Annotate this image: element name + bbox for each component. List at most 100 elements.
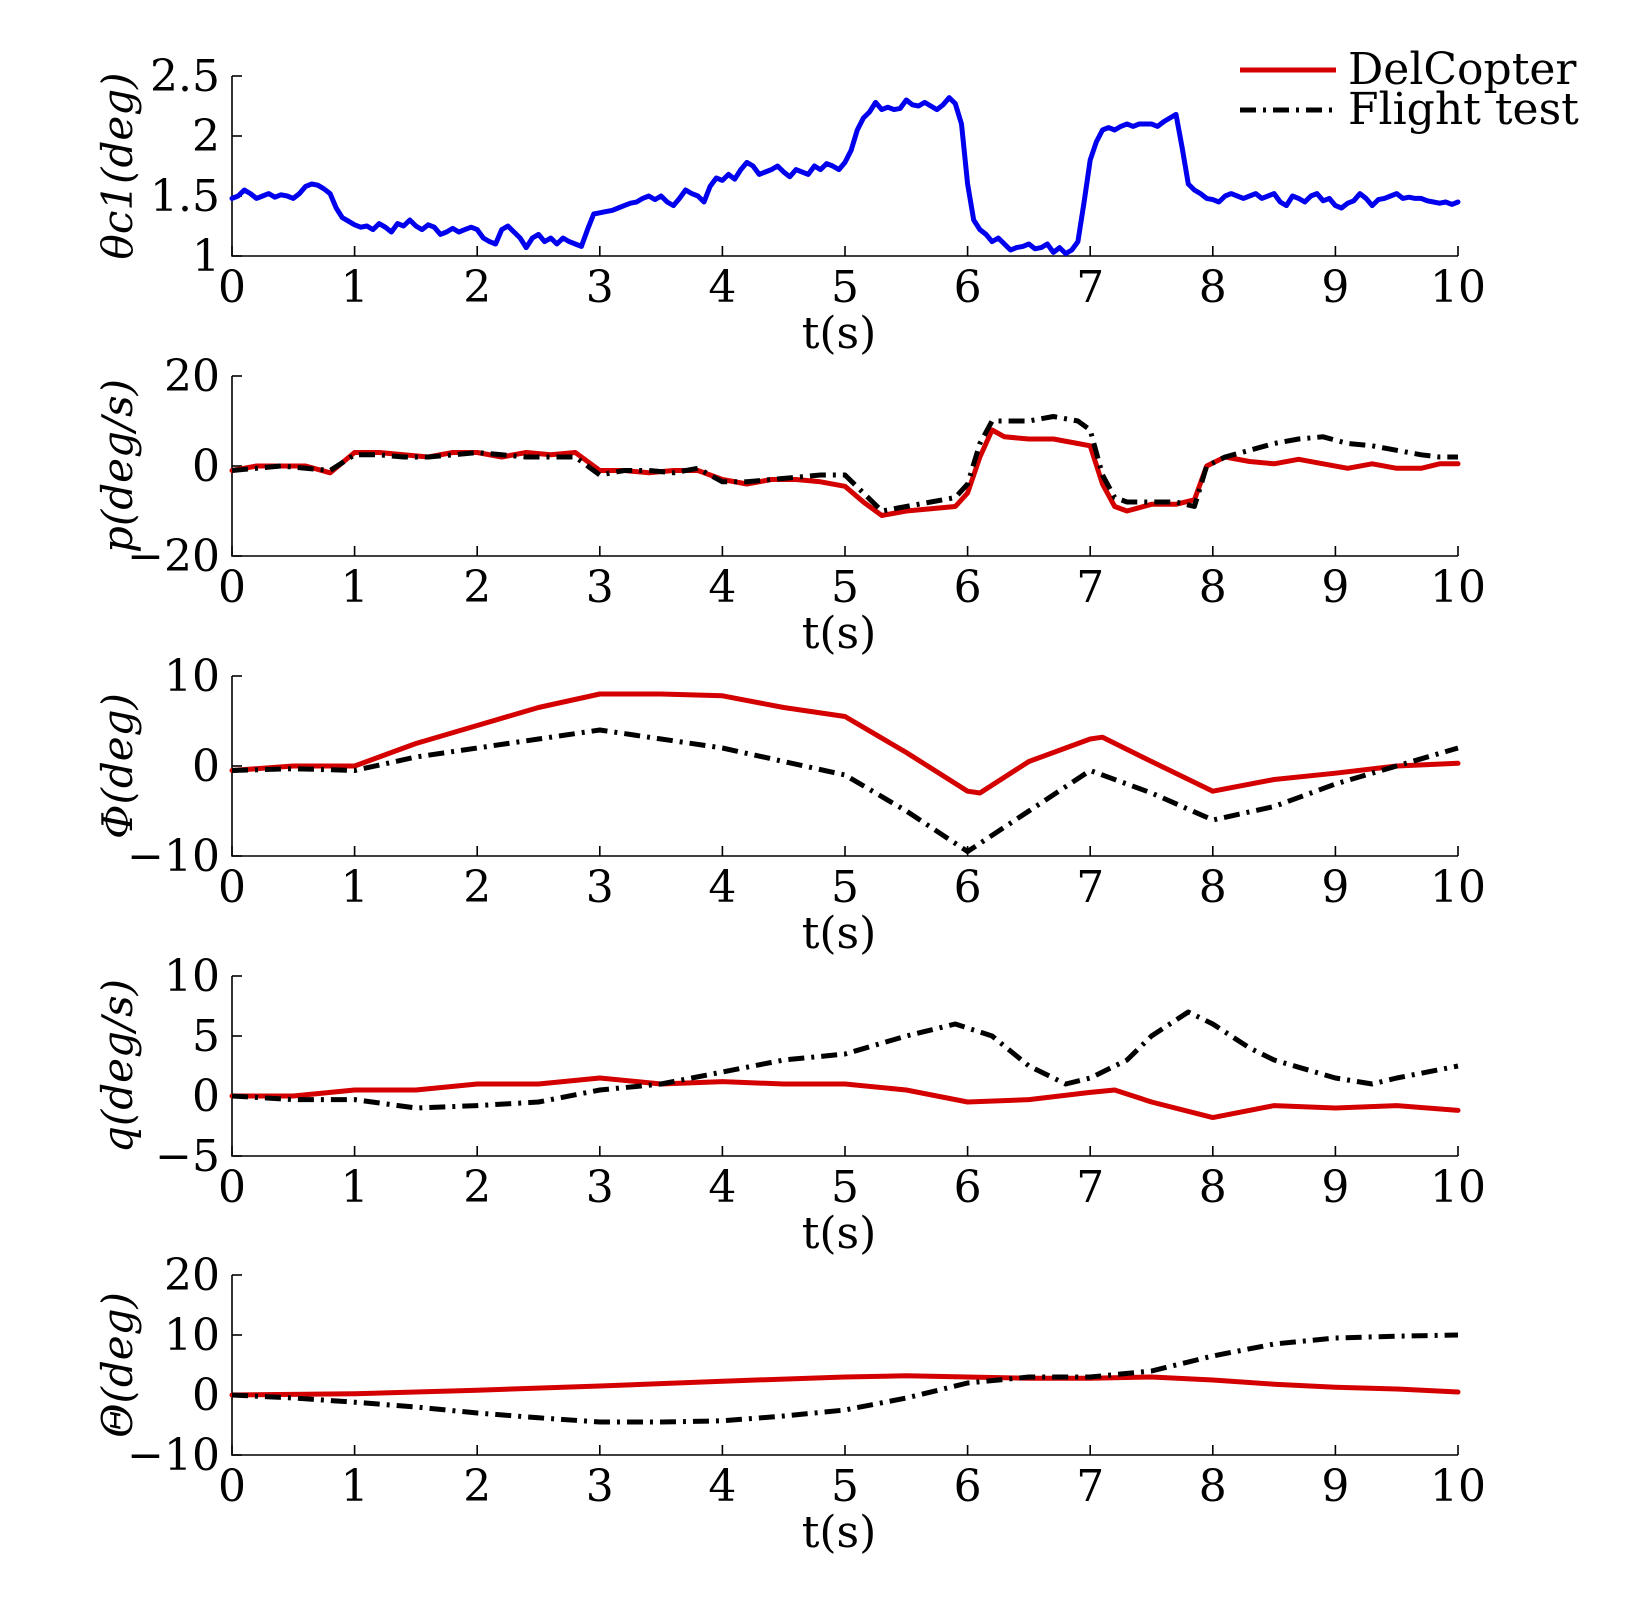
- axis-lines: [231, 976, 1458, 1157]
- series-line-flight-test: [231, 414, 1458, 514]
- x-tick-label: 10: [1430, 262, 1486, 313]
- x-tick-label: 1: [341, 1461, 369, 1512]
- y-axis-title: Θ(deg): [93, 1292, 142, 1438]
- y-tick-label: −20: [127, 531, 220, 582]
- x-tick-label: 9: [1321, 1461, 1349, 1512]
- x-tick-label: 5: [831, 1162, 859, 1213]
- x-tick-label: 0: [218, 1162, 246, 1213]
- x-tick-label: 6: [954, 1461, 982, 1512]
- x-tick-label: 0: [218, 1461, 246, 1512]
- legend-label: Flight test: [1348, 84, 1579, 135]
- x-tick-label: 10: [1430, 562, 1486, 613]
- y-tick-label: 10: [164, 651, 220, 702]
- x-tick-label: 1: [341, 1162, 369, 1213]
- x-tick-label: 9: [1321, 862, 1349, 913]
- y-tick-label: 10: [164, 1310, 220, 1361]
- x-tick-label: 5: [831, 562, 859, 613]
- x-tick-label: 5: [831, 1461, 859, 1512]
- x-tick-label: 4: [708, 1461, 736, 1512]
- y-tick-label: 2.5: [150, 51, 220, 102]
- x-tick-label: 1: [341, 862, 369, 913]
- x-tick-label: 7: [1076, 1461, 1104, 1512]
- x-tick-label: 9: [1321, 562, 1349, 613]
- x-tick-label: 2: [463, 862, 491, 913]
- x-tick-label: 2: [463, 1162, 491, 1213]
- y-axis-title: θc1(deg): [93, 73, 142, 260]
- series-line-input: [229, 95, 1461, 257]
- x-tick-label: 2: [463, 1461, 491, 1512]
- x-tick-label: 4: [708, 262, 736, 313]
- x-tick-label: 9: [1321, 1162, 1349, 1213]
- y-axis-title: p(deg/s): [93, 379, 142, 553]
- series-line-flight-test: [231, 1009, 1459, 1111]
- y-tick-label: −5: [155, 1131, 220, 1182]
- x-axis-title: t(s): [802, 308, 877, 359]
- x-axis-title: t(s): [802, 1507, 877, 1558]
- series-line-delcopter: [229, 1373, 1461, 1398]
- x-tick-label: 4: [708, 1162, 736, 1213]
- x-axis-title: t(s): [802, 608, 877, 659]
- y-tick-label: 2: [192, 111, 220, 162]
- x-tick-label: 6: [954, 862, 982, 913]
- x-tick-label: 5: [831, 262, 859, 313]
- y-tick-label: 1.5: [150, 171, 220, 222]
- x-tick-label: 3: [586, 1162, 614, 1213]
- x-tick-label: 10: [1430, 1162, 1486, 1213]
- x-tick-label: 4: [708, 562, 736, 613]
- x-tick-label: 8: [1199, 862, 1227, 913]
- x-tick-label: 3: [586, 862, 614, 913]
- legend-label: DelCopter: [1348, 44, 1577, 95]
- x-tick-label: 8: [1199, 1162, 1227, 1213]
- y-tick-label: −10: [127, 1430, 220, 1481]
- y-tick-label: 20: [164, 351, 220, 402]
- y-tick-label: 0: [192, 1370, 220, 1421]
- series-line-delcopter: [229, 691, 1461, 796]
- x-tick-label: 7: [1076, 262, 1104, 313]
- y-tick-label: 0: [192, 741, 220, 792]
- x-tick-label: 10: [1430, 862, 1486, 913]
- y-axis-title: q(deg/s): [93, 979, 142, 1153]
- x-tick-label: 9: [1321, 262, 1349, 313]
- y-tick-label: 1: [192, 231, 220, 282]
- series-line-flight-test: [231, 1332, 1459, 1425]
- x-tick-label: 1: [341, 262, 369, 313]
- y-tick-label: −10: [127, 831, 220, 882]
- y-tick-label: 10: [164, 951, 220, 1002]
- x-axis-title: t(s): [802, 1208, 877, 1259]
- x-tick-label: 3: [586, 262, 614, 313]
- series-line-flight-test: [231, 727, 1459, 854]
- x-tick-label: 2: [463, 262, 491, 313]
- x-tick-label: 3: [586, 1461, 614, 1512]
- x-tick-label: 10: [1430, 1461, 1486, 1512]
- x-tick-label: 0: [218, 862, 246, 913]
- x-tick-label: 4: [708, 862, 736, 913]
- y-tick-label: 20: [164, 1250, 220, 1301]
- subplot-1: 0 1 2 3 4 5 6 7 8 9 1011.522.5t(s)θc1(deg)DelCopte…: [93, 44, 1579, 359]
- x-tick-label: 6: [954, 262, 982, 313]
- x-tick-label: 0: [218, 562, 246, 613]
- x-axis-title: t(s): [802, 908, 877, 959]
- x-tick-label: 2: [463, 562, 491, 613]
- x-tick-label: 7: [1076, 862, 1104, 913]
- x-tick-label: 3: [586, 562, 614, 613]
- x-tick-label: 5: [831, 862, 859, 913]
- x-tick-label: 8: [1199, 562, 1227, 613]
- y-tick-label: 5: [192, 1011, 220, 1062]
- x-tick-label: 8: [1199, 262, 1227, 313]
- x-tick-label: 6: [954, 562, 982, 613]
- x-tick-label: 7: [1076, 562, 1104, 613]
- series-line-delcopter: [229, 1075, 1461, 1121]
- x-tick-label: 6: [954, 1162, 982, 1213]
- axis-lines: [231, 1275, 1458, 1456]
- y-tick-label: 0: [192, 1071, 220, 1122]
- y-axis-title: Φ(deg): [93, 693, 142, 839]
- x-tick-label: 1: [341, 562, 369, 613]
- x-tick-label: 0: [218, 262, 246, 313]
- x-tick-label: 7: [1076, 1162, 1104, 1213]
